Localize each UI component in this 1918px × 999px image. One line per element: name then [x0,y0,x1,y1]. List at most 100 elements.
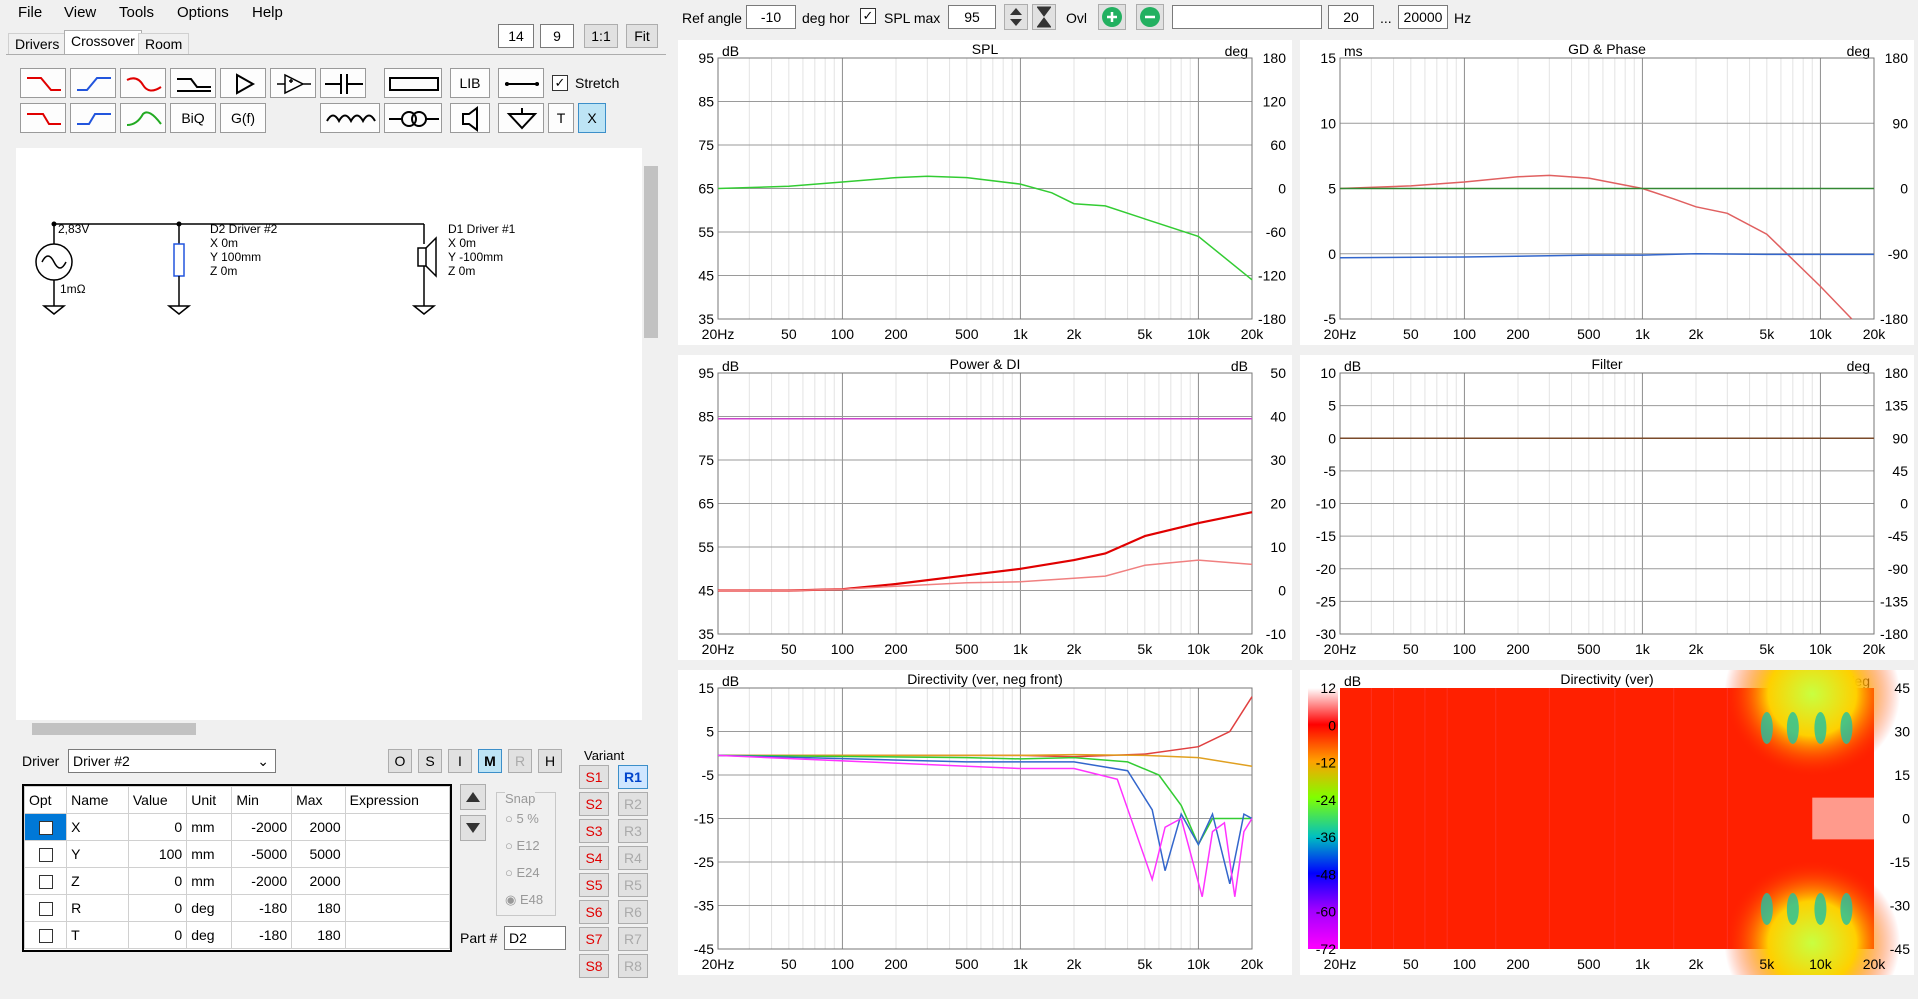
amplifier-button[interactable] [220,68,266,98]
vscroll-thumb[interactable] [644,166,658,338]
library-button[interactable]: LIB [450,68,490,98]
spl-max-checkbox[interactable]: ✓ [860,8,876,24]
table-row[interactable]: R 0 deg -180 180 [23,894,451,922]
variant-s4-button[interactable]: S4 [579,846,609,870]
menu-options[interactable]: Options [177,4,229,21]
highpass2-blue-button[interactable] [70,103,116,133]
row-expression[interactable] [344,921,451,949]
mode-i-button[interactable]: I [448,749,472,773]
opt-checkbox[interactable] [38,848,53,863]
overlay-input[interactable] [1172,5,1322,29]
row-max[interactable]: 2000 [291,813,346,841]
opt-checkbox[interactable] [38,875,53,890]
driver-select[interactable]: Driver #2 ⌄ [68,749,276,773]
tab-crossover[interactable]: Crossover [64,30,142,55]
grid-x-input[interactable]: 14 [498,24,534,48]
speaker-button[interactable] [450,103,490,133]
highpass-blue-button[interactable] [70,68,116,98]
zoom-in-button[interactable] [1098,4,1126,30]
table-row[interactable]: T 0 deg -180 180 [23,921,451,949]
row-expression[interactable] [344,867,451,895]
freq-from-input[interactable]: 20 [1328,5,1374,29]
menu-help[interactable]: Help [252,4,283,21]
row-expression[interactable] [344,813,451,841]
mode-m-button[interactable]: M [478,749,502,773]
snap-option-e48[interactable]: ◉ E48 [505,892,544,907]
spl-max-input[interactable]: 95 [948,5,996,29]
schematic-horizontal-scrollbar[interactable] [16,720,642,738]
spl-chart[interactable]: SPL dB deg 95 85 75 65 55 45 35 180 120 60 0 -60 -120 -1… [678,40,1292,345]
menu-tools[interactable]: Tools [119,4,155,21]
variant-r1-button[interactable]: R1 [618,765,648,789]
table-row[interactable]: Y 100 mm -5000 5000 [23,840,451,868]
directivity-heatmap-chart[interactable]: Directivity (ver)dBdeg120-12-24-36-48-60… [1300,670,1914,975]
spl-auto-button[interactable] [1032,4,1056,30]
row-max[interactable]: 5000 [291,840,346,868]
row-value[interactable]: 100 [127,840,188,868]
snap-option-5pct[interactable]: ○ 5 % [505,811,539,826]
gf-button[interactable]: G(f) [220,103,266,133]
zoom-1to1-button[interactable]: 1:1 [584,24,618,48]
row-value[interactable]: 0 [127,813,188,841]
row-min[interactable]: -5000 [231,840,293,868]
variant-s1-button[interactable]: S1 [579,765,609,789]
variant-r7-button[interactable]: R7 [618,927,648,951]
directivity-chart[interactable]: Directivity (ver, neg front) dB 15 5 -5 -15 -2… [678,670,1292,975]
variant-r5-button[interactable]: R5 [618,873,648,897]
tab-room[interactable]: Room [138,33,190,55]
schematic-canvas[interactable]: 2,83V 1mΩ D2 Driver #2 X 0m Y 100mm Z 0m… [16,148,642,720]
shelf-button[interactable] [170,68,216,98]
zoom-out-button[interactable] [1136,4,1164,30]
row-value[interactable]: 0 [127,894,188,922]
text-tool-button[interactable]: T [548,103,574,133]
variant-r2-button[interactable]: R2 [618,792,648,816]
opt-checkbox-cell[interactable] [23,921,68,949]
freq-to-input[interactable]: 20000 [1398,5,1448,29]
table-row[interactable]: Z 0 mm -2000 2000 [23,867,451,895]
variant-s2-button[interactable]: S2 [579,792,609,816]
row-max[interactable]: 180 [291,921,346,949]
mode-s-button[interactable]: S [418,749,442,773]
variant-r8-button[interactable]: R8 [618,954,648,978]
capacitor-button[interactable] [320,68,366,98]
mode-o-button[interactable]: O [388,749,412,773]
x-tool-button[interactable]: X [578,103,606,133]
opt-checkbox-cell[interactable] [23,813,68,841]
variant-s8-button[interactable]: S8 [579,954,609,978]
move-down-button[interactable] [460,815,486,841]
ref-angle-input[interactable]: -10 [746,5,796,29]
resistor-button[interactable] [384,68,442,98]
row-max[interactable]: 2000 [291,867,346,895]
row-min[interactable]: -2000 [231,813,293,841]
row-expression[interactable] [344,840,451,868]
power-di-chart[interactable]: Power & DI dB dB 95 85 75 65 55 45 35 50 40 30 20 10 0-… [678,355,1292,660]
row-value[interactable]: 0 [127,921,188,949]
snap-option-e12[interactable]: ○ E12 [505,838,540,853]
opt-checkbox-cell[interactable] [23,894,68,922]
notch-red-button[interactable] [120,68,166,98]
variant-s3-button[interactable]: S3 [579,819,609,843]
row-max[interactable]: 180 [291,894,346,922]
variant-s7-button[interactable]: S7 [579,927,609,951]
buffer-button[interactable] [270,68,316,98]
opt-checkbox[interactable] [38,821,53,836]
lowpass-red-button[interactable] [20,68,66,98]
variant-r6-button[interactable]: R6 [618,900,648,924]
inductor-button[interactable] [320,103,380,133]
wire-button[interactable] [498,68,544,98]
snap-option-e24[interactable]: ○ E24 [505,865,540,880]
opt-checkbox[interactable] [38,902,53,917]
row-expression[interactable] [344,894,451,922]
tab-drivers[interactable]: Drivers [8,33,67,55]
opt-checkbox-cell[interactable] [23,867,68,895]
grid-y-input[interactable]: 9 [540,24,574,48]
mode-r-button[interactable]: R [508,749,532,773]
opt-checkbox[interactable] [38,929,53,944]
biquad-button[interactable]: BiQ [170,103,216,133]
opt-checkbox-cell[interactable] [23,840,68,868]
row-min[interactable]: -2000 [231,867,293,895]
stretch-checkbox[interactable]: ✓ [552,75,568,91]
gd-phase-chart[interactable]: GD & Phase ms deg 15 10 5 0 -5 180 90 0 -90 -180 20Hz… [1300,40,1914,345]
menu-file[interactable]: File [18,4,43,21]
hscroll-thumb[interactable] [32,723,196,735]
